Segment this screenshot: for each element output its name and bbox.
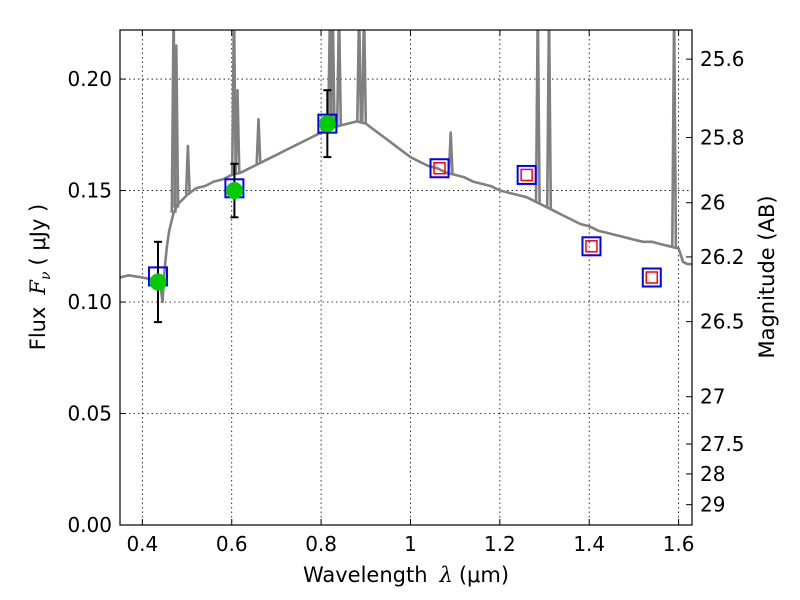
green-data-point [149, 273, 167, 291]
x-tick-label: 0.8 [305, 532, 337, 556]
x-tick-label: 1.4 [573, 532, 605, 556]
plot-frame [119, 29, 693, 526]
spectrum-spike [173, 44, 180, 208]
spectrum-spike [671, 30, 678, 248]
spectrum-spike [335, 30, 343, 126]
magnitude-axis-label: Magnitude (AB) [755, 195, 779, 358]
y-tick-label: 0.05 [67, 402, 112, 426]
red-square [585, 240, 598, 253]
spectrum-spike [234, 88, 241, 174]
spectrum-spike [184, 144, 191, 195]
x-tick-label: 1.2 [484, 532, 516, 556]
points-layer [147, 89, 662, 324]
x-tick-label: 0.4 [126, 532, 158, 556]
magnitude-tick-label: 26 [700, 191, 725, 215]
red-square [433, 161, 446, 175]
magnitude-tick-label: 29 [700, 493, 725, 517]
x-tick-label: 1 [404, 532, 417, 556]
red-square [645, 271, 659, 284]
spectrum-spike [545, 30, 553, 209]
spectrum-spike [356, 30, 363, 123]
y-tick-label: 0.00 [67, 513, 112, 537]
blue-model-square [429, 158, 450, 179]
green-data-point [225, 182, 243, 200]
magnitude-tick-label: 28 [700, 462, 725, 486]
x-axis: 0.4 0.6 0.8 1 1.2 1.4 1.6 [126, 30, 695, 556]
red-square [520, 168, 533, 182]
magnitude-tick-label: 27.5 [700, 432, 745, 456]
magnitude-axis: 25.6 25.8 26 26.2 26.5 27 27.5 28 29 [686, 47, 745, 517]
spectrum-spike [534, 30, 541, 203]
spectrum-layer [120, 30, 692, 304]
y-tick-label: 0.15 [67, 179, 112, 203]
magnitude-tick-label: 26.2 [700, 245, 745, 269]
green-data-point [318, 115, 336, 133]
y-tick-label: 0.10 [67, 290, 112, 314]
spectrum-spike [255, 117, 262, 164]
y-tick-label: 0.20 [67, 67, 112, 91]
x-tick-label: 1.6 [663, 532, 695, 556]
x-axis-label: Wavelength λ (μm) [303, 563, 509, 587]
magnitude-tick-label: 25.8 [700, 126, 745, 150]
magnitude-tick-label: 25.6 [700, 47, 745, 71]
blue-model-square [641, 267, 662, 288]
magnitude-tick-label: 26.5 [700, 310, 745, 334]
x-tick-label: 0.6 [216, 532, 248, 556]
spectrum-spike [360, 30, 368, 124]
spectrum-spike [329, 30, 336, 128]
y-axis: 0.00 0.05 0.10 0.15 0.20 [67, 67, 126, 537]
y-axis-label: FluxFν( μJy ) [26, 204, 54, 350]
blue-model-square [581, 236, 602, 257]
magnitude-tick-label: 27 [700, 385, 725, 409]
spectrum-line [120, 120, 692, 304]
blue-model-square [516, 164, 537, 185]
spectrum-spike [230, 30, 237, 175]
